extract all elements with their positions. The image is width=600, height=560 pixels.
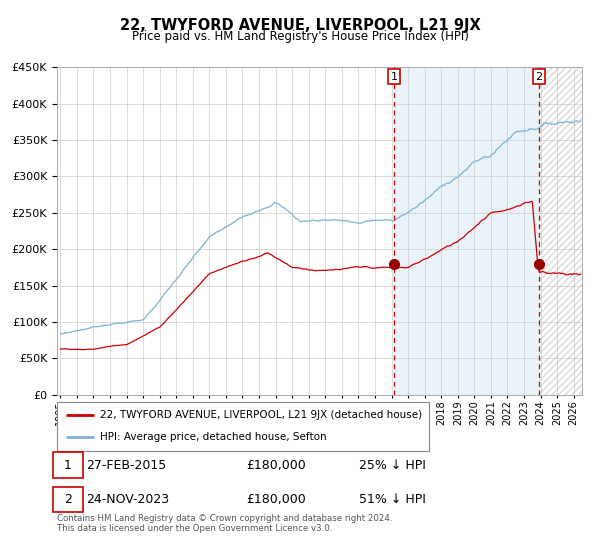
Text: 2: 2	[535, 72, 542, 82]
Text: Contains HM Land Registry data © Crown copyright and database right 2024.
This d: Contains HM Land Registry data © Crown c…	[57, 514, 392, 534]
Bar	[394, 67, 539, 395]
Text: 2: 2	[64, 493, 72, 506]
FancyBboxPatch shape	[57, 402, 429, 451]
Text: Price paid vs. HM Land Registry's House Price Index (HPI): Price paid vs. HM Land Registry's House …	[131, 30, 469, 43]
Text: £180,000: £180,000	[246, 459, 306, 472]
Text: 24-NOV-2023: 24-NOV-2023	[86, 493, 169, 506]
Text: HPI: Average price, detached house, Sefton: HPI: Average price, detached house, Seft…	[100, 432, 326, 442]
Text: 1: 1	[391, 72, 398, 82]
Text: £180,000: £180,000	[246, 493, 306, 506]
FancyBboxPatch shape	[53, 487, 83, 512]
Text: 25% ↓ HPI: 25% ↓ HPI	[359, 459, 426, 472]
Text: 22, TWYFORD AVENUE, LIVERPOOL, L21 9JX: 22, TWYFORD AVENUE, LIVERPOOL, L21 9JX	[119, 18, 481, 33]
Text: 1: 1	[64, 459, 72, 472]
Text: 27-FEB-2015: 27-FEB-2015	[86, 459, 166, 472]
Text: 22, TWYFORD AVENUE, LIVERPOOL, L21 9JX (detached house): 22, TWYFORD AVENUE, LIVERPOOL, L21 9JX (…	[100, 410, 422, 420]
Text: 51% ↓ HPI: 51% ↓ HPI	[359, 493, 426, 506]
FancyBboxPatch shape	[53, 452, 83, 478]
Bar	[539, 67, 590, 395]
